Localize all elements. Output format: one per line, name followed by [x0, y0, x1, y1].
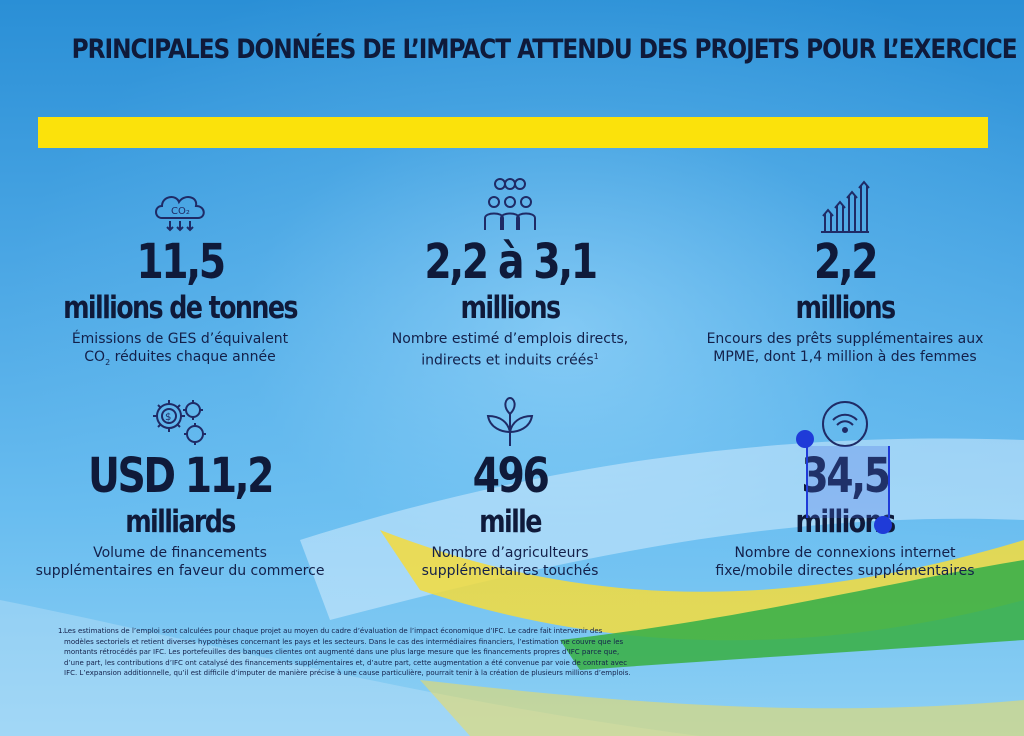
- people-group-icon: [345, 170, 675, 234]
- yellow-banner: [38, 117, 988, 148]
- stat-description: Nombre de connexions internet fixe/mobil…: [715, 545, 975, 579]
- stat-farmers: 496 mille Nombre d’agriculteurs suppléme…: [345, 392, 675, 580]
- growth-chart-icon: [680, 174, 1010, 234]
- footnote-line: IFC. L’expansion additionnelle, qu’il es…: [64, 669, 631, 677]
- stat-ghg: CO₂ 11,5 millions de tonnes Émissions de…: [15, 180, 345, 372]
- co2-label: CO₂: [171, 206, 190, 217]
- stat-number: 34,5: [801, 448, 891, 504]
- co2-cloud-icon: CO₂: [15, 180, 345, 234]
- page-title: PRINCIPALES DONNÉES DE L’IMPACT ATTENDU …: [71, 34, 1024, 65]
- svg-text:$: $: [165, 412, 171, 423]
- stat-number: USD 11,2: [87, 448, 275, 504]
- wave-pale: [0, 600, 700, 736]
- stat-description: Volume de financements supplémentaires e…: [35, 545, 325, 579]
- selection-start-handle[interactable]: [796, 430, 814, 448]
- stat-description: Nombre estimé d’emplois directs, indirec…: [391, 331, 629, 369]
- stat-unit: milliards: [125, 504, 236, 540]
- stat-number: 2,2: [813, 234, 879, 290]
- stat-unit: millions: [795, 290, 897, 326]
- stat-description: Émissions de GES d’équivalent CO2 réduit…: [71, 331, 289, 367]
- stat-msme-loans: 2,2 millions Encours des prêts supplémen…: [680, 174, 1010, 366]
- stat-unit: millions: [460, 290, 562, 326]
- stat-unit: millions de tonnes: [63, 290, 298, 326]
- footnote-number: 1.: [58, 627, 65, 635]
- stat-jobs: 2,2 à 3,1 millions Nombre estimé d’emplo…: [345, 170, 675, 370]
- stat-number: 11,5: [136, 234, 226, 290]
- plant-sprout-icon: [345, 392, 675, 448]
- selection-end-handle[interactable]: [874, 516, 892, 534]
- footnote-line: d’une part, les contributions d’IFC ont …: [64, 658, 628, 667]
- footnote-line: modèles sectoriels et retient diverses h…: [64, 637, 624, 646]
- stat-trade-finance: $ USD 11,2 milliards Volume de financeme…: [15, 394, 345, 580]
- stat-number: 496: [472, 448, 550, 504]
- footnote-line: montants rétrocédés par IFC. Les portefe…: [64, 648, 620, 656]
- stat-unit: mille: [479, 504, 542, 540]
- stat-description: Encours des prêts supplémentaires aux MP…: [706, 331, 984, 365]
- gears-dollar-icon: $: [15, 394, 345, 448]
- footnote-line: Les estimations de l’emploi sont calculé…: [64, 627, 603, 635]
- stat-number: 2,2 à 3,1: [424, 234, 598, 290]
- footnote: 1. Les estimations de l’emploi sont calc…: [58, 626, 724, 679]
- wave-yellow-bottom: [420, 680, 1024, 736]
- text-selection-highlight: [806, 446, 890, 518]
- wifi-icon: [680, 392, 1010, 448]
- stat-description: Nombre d’agriculteurs supplémentaires to…: [421, 545, 599, 579]
- wave-green: [560, 560, 1024, 670]
